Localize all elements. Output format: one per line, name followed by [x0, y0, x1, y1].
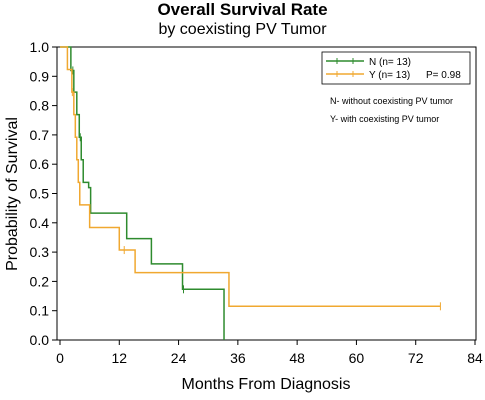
- x-tick-label-3: 36: [230, 350, 246, 366]
- series-line-n: [60, 46, 225, 340]
- x-tick-label-5: 60: [349, 350, 365, 366]
- series-line-y: [60, 46, 441, 308]
- y-tick-label-1: 0.1: [30, 303, 50, 319]
- x-tick-label-0: 0: [56, 350, 64, 366]
- y-tick-label-8: 0.8: [30, 98, 50, 114]
- y-axis-label: Probability of Survival: [4, 117, 21, 271]
- y-tick-label-4: 0.4: [30, 215, 50, 231]
- plot-frame: [56, 46, 477, 341]
- series-layer: [60, 46, 441, 340]
- chart-subtitle: by coexisting PV Tumor: [158, 21, 327, 38]
- y-tick-label-2: 0.2: [30, 273, 50, 289]
- y-tick-label-7: 0.7: [30, 127, 50, 143]
- y-tick-label-3: 0.3: [30, 244, 50, 260]
- x-tick-label-1: 12: [111, 350, 127, 366]
- x-tick-label-4: 48: [289, 350, 305, 366]
- x-tick-label-2: 24: [171, 350, 187, 366]
- y-tick-label-6: 0.6: [30, 156, 50, 172]
- x-tick-label-6: 72: [408, 350, 424, 366]
- y-tick-label-5: 0.5: [30, 186, 50, 202]
- y-tick-label-10: 1.0: [30, 39, 50, 55]
- p-value: P= 0.98: [426, 70, 461, 81]
- legend: N (n= 13) Y (n= 13) P= 0.98: [321, 51, 471, 85]
- chart-title: Overall Survival Rate: [157, 0, 328, 19]
- x-tick-label-7: 84: [467, 350, 483, 366]
- legend-box: [321, 51, 471, 85]
- legend-label-n: N (n= 13): [369, 57, 411, 68]
- y-tick-label-0: 0.0: [30, 332, 50, 348]
- y-tick-label-9: 0.9: [30, 68, 50, 84]
- note-n: N- without coexisting PV tumor: [330, 96, 453, 106]
- x-axis-label: Months From Diagnosis: [182, 376, 351, 393]
- legend-label-y: Y (n= 13): [369, 70, 410, 81]
- y-axis: 0.0 0.1 0.2 0.3 0.4 0.5 0.6 0.7 0.8 0.9 1.0: [30, 39, 57, 348]
- note-y: Y- with coexisting PV tumor: [330, 114, 439, 124]
- x-axis: 0 12 24 36 48 60 72 84: [56, 340, 483, 366]
